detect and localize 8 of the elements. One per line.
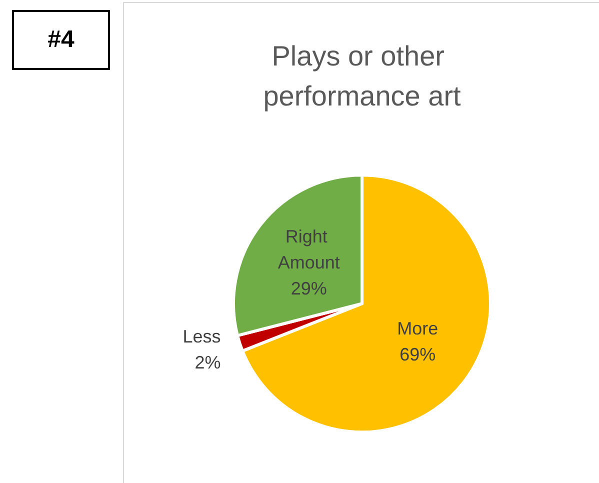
slice-label: More [397,318,438,338]
text: #4 [12,10,110,70]
data-label: 29% [290,278,327,298]
slice-label: Less [182,326,221,347]
chart-title: Plays or other performance art [263,40,462,112]
slice-label: Right Amount [278,226,340,272]
data-label: 69% [400,344,436,364]
data-label: 2% [194,352,221,373]
